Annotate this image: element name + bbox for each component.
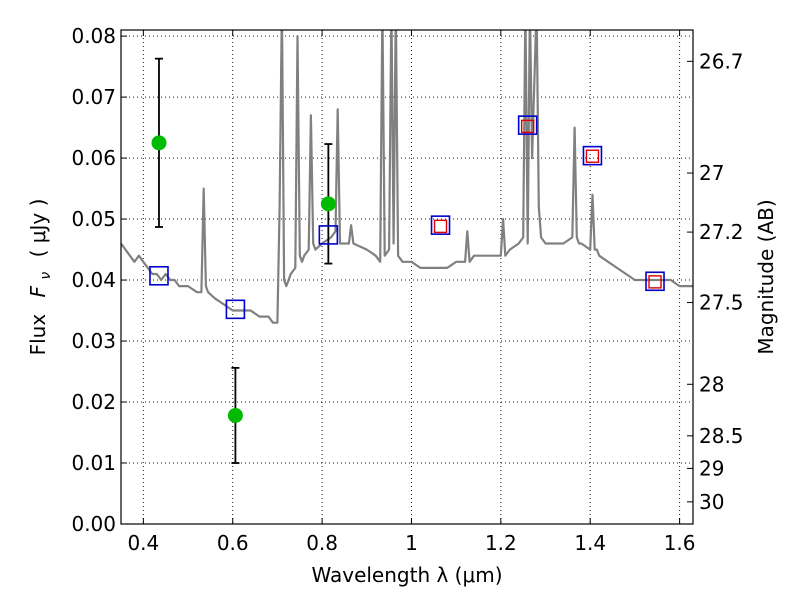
observed-flux-point (151, 135, 167, 151)
y-axis-title-symbol: F (26, 285, 50, 297)
y-tick-label: 0.01 (71, 451, 116, 475)
y-tick-label: 0.05 (71, 207, 116, 231)
x-tick-label: 1.6 (664, 531, 696, 555)
y2-tick-label: 30 (699, 490, 724, 514)
spectrum-line (121, 30, 693, 324)
y-axis-title-subscript: ν (38, 272, 54, 280)
y2-tick-label: 27 (699, 161, 724, 185)
y-tick-label: 0.00 (71, 512, 116, 536)
y-axis-title-unit: ( μJy ) (26, 199, 50, 258)
y2-tick-label: 28.5 (699, 424, 744, 448)
y2-tick-label: 26.7 (699, 49, 744, 73)
model-flux-square-small (585, 149, 600, 163)
model-flux-square-large (645, 271, 665, 292)
plot-background (121, 30, 693, 524)
observed-flux-point (320, 196, 336, 212)
y-tick-label: 0.02 (71, 390, 116, 414)
markers-layer (149, 57, 665, 464)
x-tick-label: 0.8 (306, 531, 338, 555)
x-tick-label: 0.6 (217, 531, 249, 555)
y2-tick-label: 27.2 (699, 220, 744, 244)
observed-flux-point (227, 407, 243, 423)
model-flux-square-small (648, 275, 662, 289)
x-tick-label: 1.4 (574, 531, 606, 555)
model-flux-square-large (582, 145, 603, 166)
model-flux-square-small (433, 219, 448, 234)
x-tick-label: 0.4 (127, 531, 159, 555)
y2-tick-label: 29 (699, 456, 724, 480)
y-tick-label: 0.06 (71, 146, 116, 170)
model-flux-square-large (225, 299, 246, 320)
x-tick-label: 1 (405, 531, 418, 555)
model-flux-square-large (318, 225, 339, 245)
model-flux-square-large (149, 265, 169, 286)
model-flux-square-large (517, 115, 538, 135)
model-flux-square-small (520, 119, 535, 134)
plot-frame (120, 29, 694, 525)
y-tick-label: 0.08 (71, 24, 116, 48)
grid-lines (121, 30, 693, 524)
y2-tick-label: 28 (699, 372, 724, 396)
y2-axis-title: Magnitude (AB) (754, 199, 778, 354)
y-tick-label: 0.04 (71, 268, 116, 292)
y-tick-label: 0.07 (71, 85, 116, 109)
x-axis-title: Wavelength λ (μm) (311, 563, 502, 587)
ticks-layer: 0.4 0.6 0.8 1 1.2 1.4 1.6 0.00 0.01 0.02 0.03 0.04 0… (71, 24, 743, 555)
model-flux-square-large (430, 215, 451, 235)
spectrum-layer (121, 30, 693, 324)
x-tick-label: 1.2 (485, 531, 517, 555)
y-axis-title-prefix: Flux (26, 314, 50, 356)
y-tick-label: 0.03 (71, 329, 116, 353)
y2-tick-label: 27.5 (699, 291, 744, 315)
y-axis-title: Flux F ν ( μJy ) (26, 199, 55, 356)
